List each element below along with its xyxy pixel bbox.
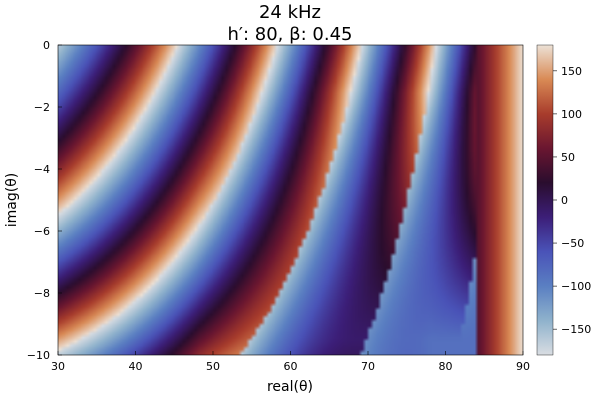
x-tick-label: 30 — [51, 360, 65, 373]
colorbar-tick-label: −50 — [561, 237, 584, 250]
colorbar-tick-label: 100 — [561, 108, 582, 121]
heatmap-plot-area — [58, 45, 523, 355]
x-axis-label: real(θ) — [267, 379, 313, 395]
colorbar-ticks: 150 100 50 0 −50 −100 −150 — [553, 65, 591, 336]
x-tick-label: 70 — [361, 360, 375, 373]
y-tick-label: −4 — [34, 163, 50, 176]
y-axis: 0 −2 −4 −6 −8 −10 — [27, 39, 62, 362]
y-tick-label: −2 — [34, 101, 50, 114]
colorbar-tick-label: 50 — [561, 151, 575, 164]
y-tick-label: 0 — [43, 39, 50, 52]
y-tick-label: −6 — [34, 225, 50, 238]
title-line-1: 24 kHz — [259, 2, 321, 23]
x-axis: 30 40 50 60 70 80 90 — [51, 351, 530, 373]
colorbar-tick-label: −150 — [561, 323, 591, 336]
y-axis-label: imag(θ) — [4, 173, 20, 227]
x-tick-label: 80 — [439, 360, 453, 373]
x-tick-label: 90 — [516, 360, 530, 373]
colorbar-tick-label: 150 — [561, 65, 582, 78]
title-line-2: h′: 80, β: 0.45 — [228, 24, 353, 45]
y-tick-label: −8 — [34, 287, 50, 300]
colorbar-tick-label: −100 — [561, 280, 591, 293]
y-tick-label: −10 — [27, 349, 50, 362]
colorbar-tick-label: 0 — [561, 194, 568, 207]
colorbar — [536, 44, 554, 356]
heatmap-image — [58, 45, 523, 355]
x-tick-label: 50 — [206, 360, 220, 373]
chart-title: 24 kHz h′: 80, β: 0.45 — [228, 2, 353, 45]
x-tick-label: 60 — [284, 360, 298, 373]
x-tick-label: 40 — [129, 360, 143, 373]
